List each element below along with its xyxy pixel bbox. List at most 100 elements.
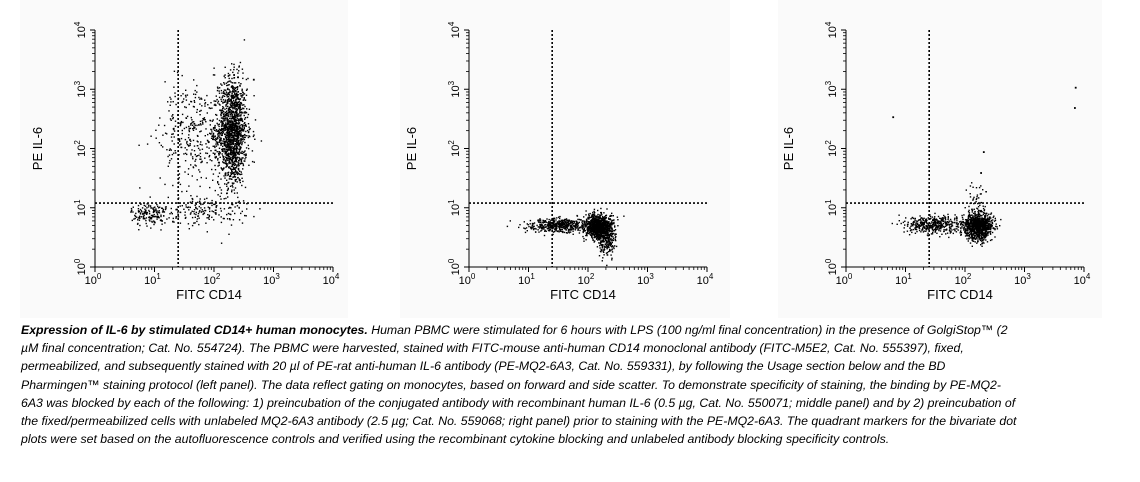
data-point xyxy=(213,138,215,141)
data-point xyxy=(230,125,232,127)
data-point xyxy=(223,82,225,84)
data-point xyxy=(560,223,562,225)
data-point xyxy=(566,223,568,225)
data-point xyxy=(599,247,601,249)
data-point xyxy=(159,206,161,208)
data-point xyxy=(242,134,244,137)
data-point xyxy=(982,222,984,224)
data-point xyxy=(238,206,240,209)
data-point xyxy=(135,212,137,215)
data-point xyxy=(193,127,195,129)
data-point xyxy=(546,225,549,227)
y-tick-label: 104 xyxy=(447,21,462,38)
data-point xyxy=(226,119,228,121)
data-point xyxy=(231,157,234,159)
data-point xyxy=(191,149,193,151)
data-point xyxy=(241,118,243,120)
data-point xyxy=(544,220,546,222)
data-point xyxy=(948,223,950,226)
data-point xyxy=(208,216,210,218)
data-point xyxy=(602,244,604,246)
data-point xyxy=(222,217,225,220)
data-point xyxy=(565,218,568,220)
data-point xyxy=(978,214,980,217)
data-points xyxy=(130,39,266,244)
data-point xyxy=(608,223,611,225)
data-point xyxy=(228,146,230,148)
data-point xyxy=(235,169,237,172)
data-point xyxy=(957,224,959,226)
data-point xyxy=(206,197,208,200)
data-point xyxy=(236,205,239,207)
data-point xyxy=(235,147,237,149)
data-point xyxy=(977,221,979,223)
data-point xyxy=(184,160,187,162)
data-point xyxy=(217,87,219,90)
data-point xyxy=(245,156,247,159)
data-point xyxy=(981,236,984,239)
data-point xyxy=(195,165,197,167)
data-point xyxy=(573,220,575,223)
data-point xyxy=(205,121,207,123)
data-point xyxy=(185,216,187,219)
data-point xyxy=(238,142,240,144)
data-point xyxy=(585,214,587,216)
data-point xyxy=(564,228,566,230)
data-point xyxy=(552,222,554,225)
data-point xyxy=(230,94,232,97)
data-point xyxy=(205,177,207,179)
data-point xyxy=(986,233,989,235)
data-point xyxy=(239,142,241,144)
data-point xyxy=(239,119,241,121)
data-point xyxy=(614,226,616,228)
data-point xyxy=(151,214,154,217)
data-point xyxy=(233,146,235,148)
data-point xyxy=(222,142,224,145)
data-point xyxy=(544,230,546,232)
data-point xyxy=(232,168,234,171)
data-point xyxy=(555,223,557,225)
data-point xyxy=(578,218,581,221)
data-point xyxy=(972,227,975,229)
data-point xyxy=(562,231,564,234)
data-point xyxy=(227,87,229,90)
data-point xyxy=(606,252,609,254)
data-point xyxy=(194,93,197,96)
data-point xyxy=(976,234,978,237)
data-point xyxy=(224,93,226,95)
data-point xyxy=(243,151,245,153)
data-point xyxy=(147,206,150,208)
data-point xyxy=(598,255,601,257)
data-point xyxy=(236,117,238,119)
data-point xyxy=(181,101,183,104)
data-point xyxy=(224,100,226,102)
data-point xyxy=(215,143,217,145)
data-point xyxy=(225,159,227,161)
data-point xyxy=(215,95,217,97)
data-point xyxy=(972,230,975,233)
data-point xyxy=(600,240,602,242)
data-point xyxy=(228,84,230,86)
data-point xyxy=(951,229,953,231)
data-point xyxy=(596,233,598,235)
data-point xyxy=(241,222,244,224)
data-point xyxy=(242,163,244,165)
data-point xyxy=(176,71,179,74)
data-point xyxy=(975,221,977,224)
data-point xyxy=(199,98,201,100)
data-point xyxy=(139,213,142,215)
data-point xyxy=(942,217,944,219)
data-point xyxy=(551,228,553,230)
data-point xyxy=(230,127,233,129)
data-point xyxy=(148,211,151,213)
data-point xyxy=(983,242,985,244)
data-point xyxy=(223,217,225,220)
data-point xyxy=(233,132,235,134)
data-point xyxy=(548,223,550,225)
data-point xyxy=(991,239,993,241)
data-point xyxy=(228,115,230,118)
data-point xyxy=(608,235,611,237)
data-point xyxy=(149,220,151,222)
data-point xyxy=(148,209,150,212)
data-point xyxy=(246,116,249,119)
